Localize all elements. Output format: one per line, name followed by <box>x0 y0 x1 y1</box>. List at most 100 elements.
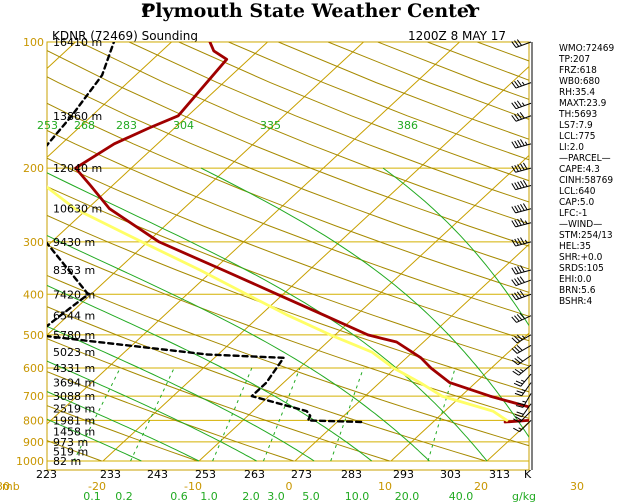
stability-index: CINH:58769 <box>559 175 613 186</box>
wind-barb-flag <box>514 182 519 190</box>
moist-adiabat-line <box>47 360 257 462</box>
wind-barb-flag <box>514 40 520 47</box>
stability-index: LS7:7.9 <box>559 120 593 131</box>
height-label: 7420 m <box>53 288 95 301</box>
mixing-ratio-grid <box>73 367 456 462</box>
wind-barb <box>511 100 532 110</box>
wind-barb-flag <box>516 356 524 362</box>
moist-adiabat-line <box>47 235 430 462</box>
left-swoosh-icon <box>142 4 151 17</box>
stability-index: WB0:680 <box>559 76 600 87</box>
wind-barb <box>511 180 532 191</box>
pressure-tick-label: 800 <box>23 414 44 427</box>
wind-barb <box>511 355 532 366</box>
dry-adiabat-line <box>47 102 529 293</box>
wind-barb <box>514 382 532 397</box>
mixing-ratio-line <box>330 367 364 462</box>
mixing-ratio-line <box>130 367 175 462</box>
temp-tick-label: 10 <box>378 480 392 493</box>
wind-barb-half-flag <box>518 427 523 431</box>
wind-barb-half-flag <box>522 400 527 403</box>
wind-barb <box>511 39 532 48</box>
wind-barb-flag <box>516 411 524 415</box>
wind-barb-flag <box>515 416 523 421</box>
theta-tick-label: 313 <box>489 468 510 481</box>
theta-e-label: 386 <box>397 119 418 132</box>
temperature-trace <box>74 42 529 424</box>
pressure-tick-label: 700 <box>23 390 44 403</box>
wind-barb-half-flag <box>524 220 528 225</box>
wind-barb-flag <box>519 312 526 319</box>
theta-tick-label: 273 <box>291 468 312 481</box>
pressure-tick-label: 900 <box>23 436 44 449</box>
wind-barb-flag <box>514 278 520 285</box>
wind-barb <box>513 373 532 387</box>
sounding-time: 1200Z 8 MAY 17 <box>408 29 506 43</box>
dewpoint-trace <box>47 42 363 424</box>
wind-barb-flag <box>514 164 519 172</box>
mixing-ratio-line <box>73 367 121 462</box>
wind-barb-flag <box>513 418 520 423</box>
pressure-labels: 100 200 300 400 500 600 700 800 900 1000 <box>16 36 44 468</box>
wind-barb <box>512 364 532 376</box>
height-label: 3088 m <box>53 390 95 403</box>
height-label: 5780 m <box>53 329 95 342</box>
theta-tick-label: 283 <box>341 468 362 481</box>
stability-index: BRN:5.6 <box>559 285 596 296</box>
temp-tick-label: -10 <box>184 480 202 493</box>
isotherm-line <box>102 65 529 462</box>
wind-barb <box>513 410 532 423</box>
pressure-tick-label: 300 <box>23 236 44 249</box>
sounding-traces <box>47 42 529 424</box>
stability-index: LCL:775 <box>559 131 596 142</box>
temp-axis-prefix: mb <box>2 480 20 493</box>
height-labels: 16410 m 13860 m 12040 m 10630 m 9430 m 8353 m… <box>53 36 102 468</box>
wind-barb-flag <box>511 348 518 354</box>
wind-barb <box>511 312 532 323</box>
wind-barb-flag <box>513 427 520 433</box>
theta-e-label: 283 <box>116 119 137 132</box>
wind-barb-flag <box>522 180 528 187</box>
temp-tick-label: 20 <box>474 480 488 493</box>
stability-index: —PARCEL— <box>559 153 611 164</box>
wind-barb-flag <box>522 203 528 211</box>
height-label: 16410 m <box>53 36 102 49</box>
height-label: 519 m <box>53 446 88 459</box>
stability-index: SRDS:105 <box>559 263 604 274</box>
stability-index: STM:254/13 <box>559 230 613 241</box>
dry-adiabat-line <box>47 306 486 462</box>
wind-barb-flag <box>514 392 522 397</box>
wind-barb-flag <box>514 238 519 246</box>
wind-barb-half-flag <box>520 368 524 372</box>
isotherm-line <box>47 42 364 336</box>
height-label: 4331 m <box>53 362 95 375</box>
height-label: 5023 m <box>53 346 95 359</box>
isotherm-line <box>198 154 529 462</box>
wind-barb-flag <box>511 279 517 286</box>
wind-barb-flag <box>513 382 521 387</box>
wind-barb-flag <box>514 114 520 121</box>
wind-barb-flag <box>514 346 521 353</box>
wind-barb-flag <box>511 206 516 214</box>
wind-barb-flag <box>516 334 523 341</box>
wind-barb-flag <box>517 204 522 212</box>
wind-barb-flag <box>511 267 516 275</box>
wind-barb <box>511 218 532 228</box>
wind-barb-half-flag <box>521 102 525 106</box>
pressure-tick-label: 100 <box>23 36 44 49</box>
stability-index: TP:207 <box>558 54 590 65</box>
stability-index: BSHR:4 <box>559 296 592 307</box>
wind-barb <box>511 139 532 149</box>
wind-barb-flag <box>520 265 525 273</box>
wind-barb-flag <box>516 390 524 394</box>
wind-barbs <box>511 39 532 433</box>
height-label: 8353 m <box>53 264 95 277</box>
wind-barb-flag <box>517 139 522 147</box>
mixing-ratio-line <box>427 367 456 462</box>
theta-tick-label: 233 <box>100 468 121 481</box>
wind-barb-flag <box>514 368 522 374</box>
wind-barb <box>511 334 532 344</box>
wind-barb-flag <box>511 293 517 301</box>
stability-index: WMO:72469 <box>559 43 614 54</box>
